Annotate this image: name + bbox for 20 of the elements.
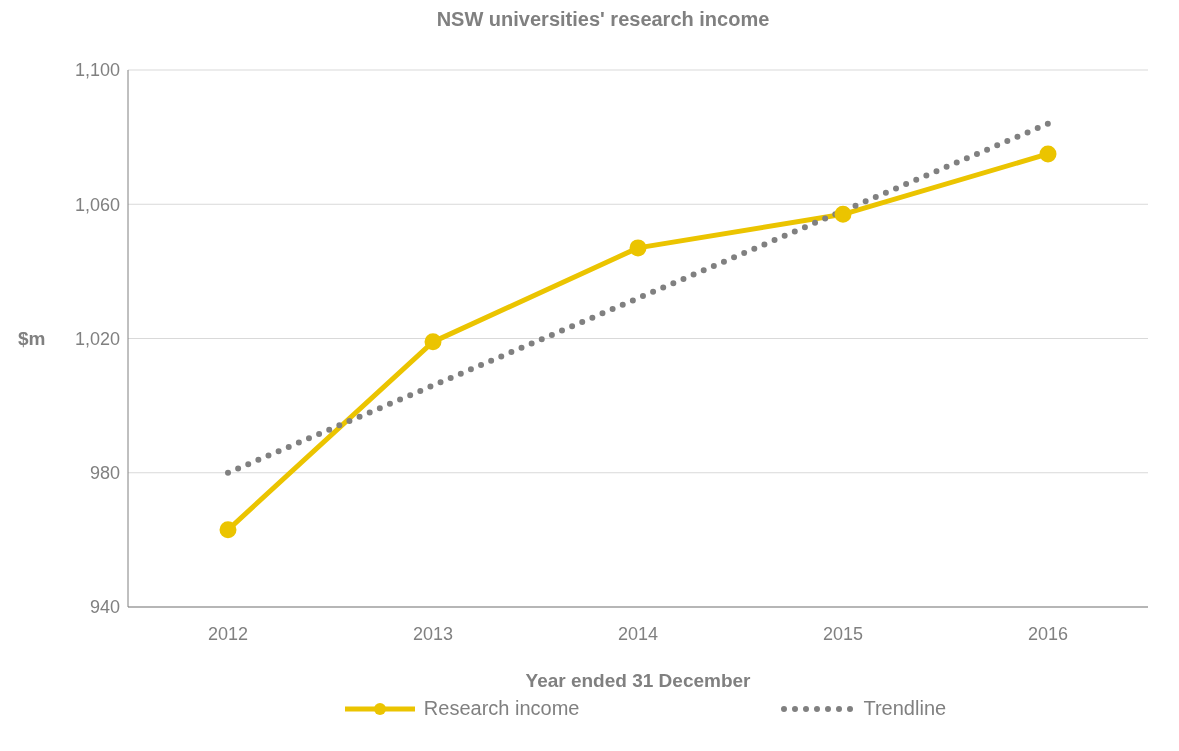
y-tick-label: 1,020 [74, 328, 120, 349]
x-tick-label: 2012 [207, 623, 249, 644]
legend-label: Trendline [863, 697, 947, 720]
x-tick-label: 2013 [412, 623, 454, 644]
x-tick-label: 2014 [617, 623, 659, 644]
point [424, 333, 442, 351]
point [834, 205, 852, 223]
point [219, 521, 237, 539]
point [1039, 145, 1057, 163]
y-tick-label: 940 [89, 597, 120, 618]
chart-title: NSW universities' research income [435, 8, 771, 32]
x-axis-title: Year ended 31 December [525, 670, 752, 691]
legend-label: Research income [423, 697, 580, 720]
y-tick-label: 1,060 [74, 194, 120, 215]
x-tick-label: 2016 [1027, 623, 1069, 644]
y-tick-label: 980 [89, 463, 120, 484]
point [629, 239, 647, 257]
y-tick-label: 1,100 [74, 60, 120, 81]
x-tick-label: 2015 [822, 623, 864, 644]
y-axis-title: $m [18, 328, 46, 350]
